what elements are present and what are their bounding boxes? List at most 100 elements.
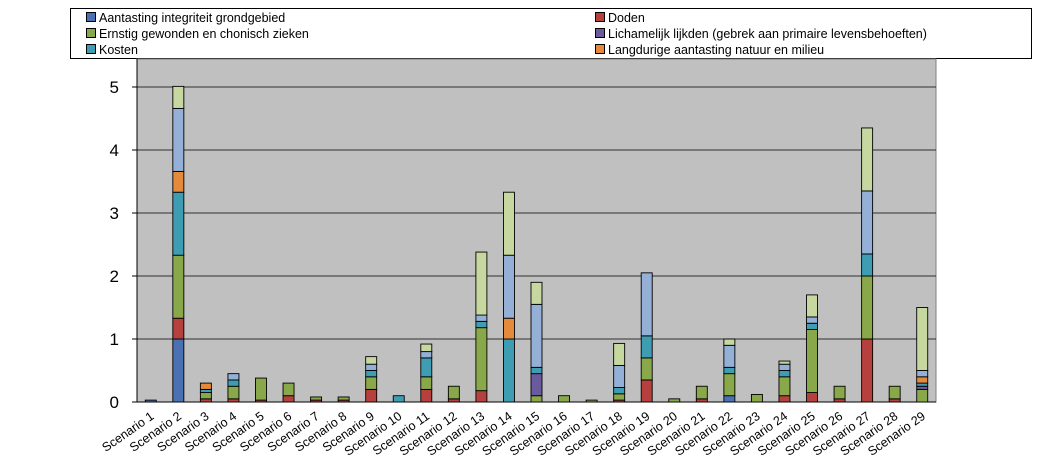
legend-item: Doden bbox=[595, 11, 645, 25]
bar-segment bbox=[640, 335, 653, 359]
bar-segment bbox=[861, 190, 874, 255]
bar-segment bbox=[475, 390, 488, 403]
bar-segment bbox=[365, 370, 378, 378]
bar-segment bbox=[255, 377, 267, 401]
legend-label: Doden bbox=[608, 11, 645, 25]
bar-segment bbox=[475, 320, 488, 329]
bar-segment bbox=[640, 357, 653, 381]
legend-swatch bbox=[595, 44, 605, 54]
bar-segment bbox=[172, 191, 185, 256]
bar-segment bbox=[227, 385, 240, 400]
bar-segment bbox=[723, 344, 736, 368]
chart-legend: Aantasting integriteit grondgebied Ernst… bbox=[70, 8, 1032, 59]
bar-segment bbox=[778, 370, 791, 378]
bar-segment bbox=[420, 357, 433, 378]
bar-segment bbox=[833, 385, 846, 400]
bar-segment bbox=[585, 399, 598, 403]
bar-segment bbox=[916, 385, 929, 390]
legend-swatch bbox=[595, 12, 605, 22]
legend-label: Langdurige aantasting natuur en milieu bbox=[608, 43, 825, 57]
bar-segment bbox=[144, 399, 157, 403]
bar-segment bbox=[861, 275, 874, 340]
bar-segment bbox=[392, 395, 405, 403]
bar-segment bbox=[613, 387, 626, 395]
bar-segment bbox=[227, 373, 240, 381]
bar-segment bbox=[172, 254, 185, 319]
bar-segment bbox=[420, 343, 433, 353]
bar-segment bbox=[806, 322, 818, 331]
bar-segment bbox=[530, 366, 543, 375]
bar-segment bbox=[778, 363, 791, 371]
legend-item: Lichamelijk lijkden (gebrek aan primaire… bbox=[595, 27, 927, 41]
bar-segment bbox=[723, 366, 736, 375]
legend-item: Aantasting integriteit grondgebied bbox=[86, 11, 285, 25]
bar-segment bbox=[916, 388, 929, 403]
bar-segment bbox=[502, 191, 515, 256]
bar-segment bbox=[695, 385, 708, 400]
y-tick-label: 5 bbox=[110, 78, 119, 97]
bar-segment bbox=[916, 307, 929, 371]
bar-segment bbox=[888, 398, 901, 403]
bar-segment bbox=[613, 393, 626, 401]
bar-segment bbox=[806, 316, 818, 324]
bar-segment bbox=[861, 127, 874, 192]
legend-label: Ernstig gewonden en chonisch zieken bbox=[99, 27, 309, 41]
bar-segment bbox=[916, 382, 929, 387]
bar-segment bbox=[365, 363, 378, 371]
bar-segment bbox=[916, 376, 929, 384]
bar-segment bbox=[723, 373, 736, 397]
bar-segment bbox=[172, 170, 185, 193]
bar-segment bbox=[530, 373, 543, 397]
legend-swatch bbox=[86, 28, 96, 38]
bar-segment bbox=[806, 294, 818, 318]
bar-segment bbox=[172, 107, 185, 172]
bar-segment bbox=[475, 251, 488, 316]
bar-segment bbox=[365, 356, 378, 365]
bar-segment bbox=[530, 281, 543, 305]
bar-segment bbox=[888, 385, 901, 400]
legend-item: Ernstig gewonden en chonisch zieken bbox=[86, 27, 309, 41]
bar-segment bbox=[420, 388, 433, 403]
bar-segment bbox=[640, 379, 653, 403]
bar-segment bbox=[199, 388, 212, 393]
bar-segment bbox=[420, 351, 433, 359]
y-tick-label: 3 bbox=[110, 204, 119, 223]
bar-segment bbox=[172, 317, 185, 340]
bar-segment bbox=[502, 317, 515, 340]
bar-segment bbox=[475, 327, 488, 392]
bar-segment bbox=[282, 395, 295, 403]
bar-segment bbox=[199, 382, 212, 390]
bar-segment bbox=[613, 342, 626, 366]
legend-swatch bbox=[86, 44, 96, 54]
bar-segment bbox=[833, 398, 846, 403]
bar-segment bbox=[199, 392, 212, 400]
bar-segment bbox=[806, 329, 818, 393]
legend-label: Lichamelijk lijkden (gebrek aan primaire… bbox=[608, 27, 927, 41]
bar-segment bbox=[916, 370, 929, 378]
bar-segment bbox=[530, 395, 543, 403]
bar-segment bbox=[365, 388, 378, 403]
bar-segment bbox=[695, 398, 708, 403]
bar-segment bbox=[778, 360, 791, 365]
bar-segment bbox=[778, 395, 791, 403]
legend-label: Kosten bbox=[99, 43, 138, 57]
bar-segment bbox=[750, 393, 763, 403]
bar-segment bbox=[723, 338, 736, 346]
bar-segment bbox=[227, 379, 240, 387]
y-tick-label: 0 bbox=[110, 393, 119, 412]
y-tick-label: 2 bbox=[110, 267, 119, 286]
bar-segment bbox=[861, 253, 874, 277]
legend-item: Langdurige aantasting natuur en milieu bbox=[595, 43, 824, 57]
bar-segment bbox=[558, 395, 571, 403]
bar-segment bbox=[668, 398, 681, 403]
bar-segment bbox=[227, 398, 240, 403]
bar-segment bbox=[723, 395, 736, 403]
y-tick-label: 1 bbox=[110, 330, 119, 349]
legend-item: Kosten bbox=[86, 43, 138, 57]
bar-segment bbox=[806, 392, 818, 403]
bar-segment bbox=[337, 396, 350, 401]
bar-segment bbox=[530, 303, 543, 368]
bar-segment bbox=[778, 376, 791, 397]
bar-segment bbox=[613, 365, 626, 388]
